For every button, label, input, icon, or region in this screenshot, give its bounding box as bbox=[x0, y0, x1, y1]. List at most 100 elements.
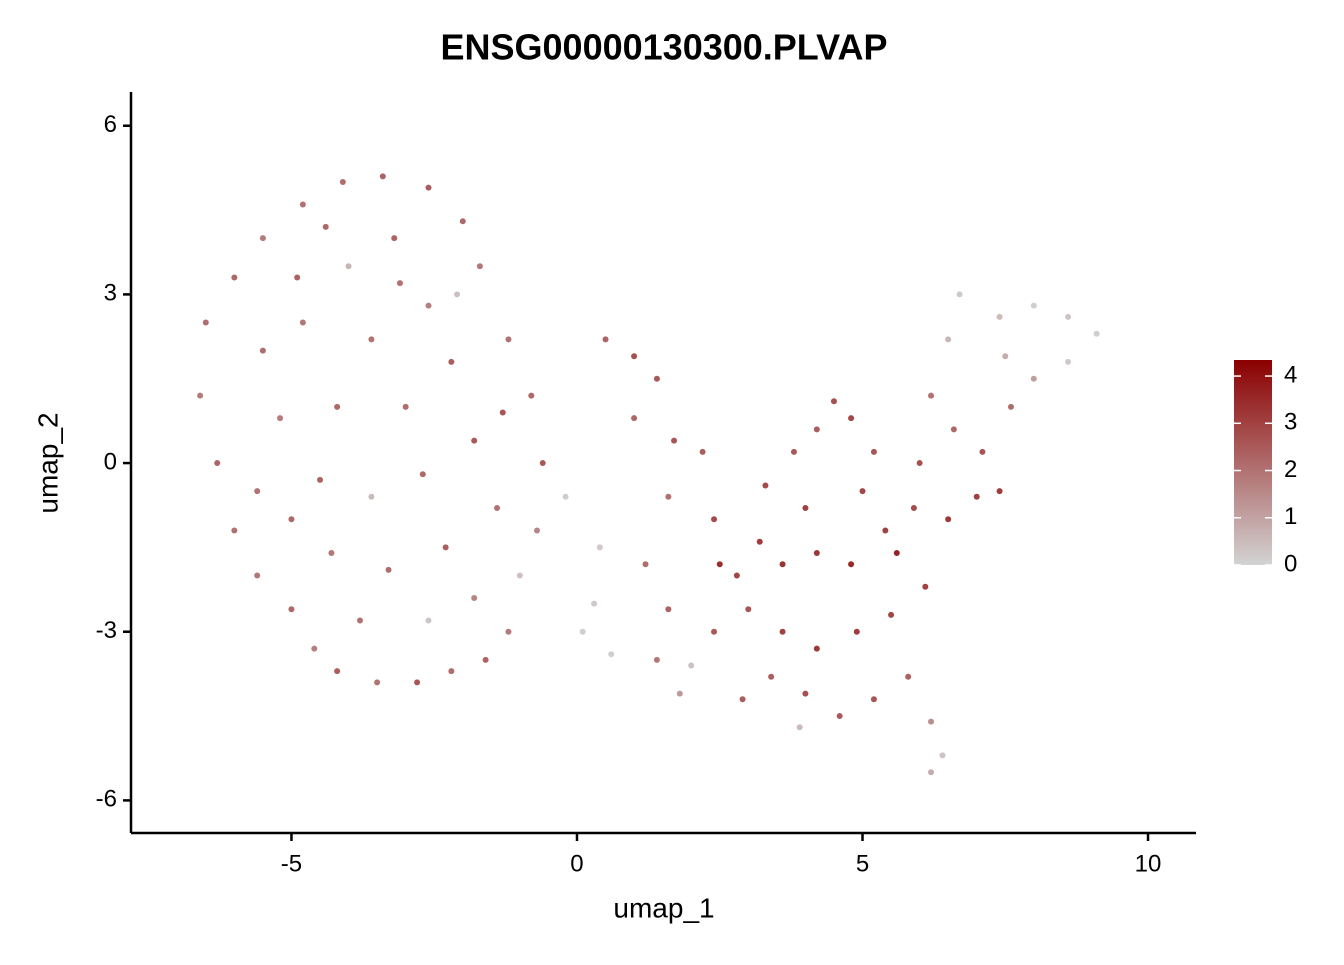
point bbox=[768, 673, 775, 680]
point bbox=[419, 471, 426, 478]
x-tick-label: 10 bbox=[1135, 850, 1162, 877]
point bbox=[579, 628, 586, 635]
point bbox=[356, 617, 363, 624]
point bbox=[745, 606, 752, 613]
y-tick-label: -6 bbox=[96, 786, 117, 813]
point bbox=[322, 223, 329, 230]
point bbox=[1065, 313, 1072, 320]
point bbox=[779, 628, 786, 635]
colorbar-tick-label: 1 bbox=[1284, 503, 1297, 530]
y-tick-label: 0 bbox=[104, 448, 117, 475]
point bbox=[231, 274, 238, 281]
point bbox=[482, 656, 489, 663]
point bbox=[928, 392, 935, 399]
point bbox=[945, 516, 952, 523]
point bbox=[762, 482, 769, 489]
point bbox=[328, 550, 335, 557]
point bbox=[494, 505, 501, 512]
x-tick-label: 0 bbox=[570, 850, 583, 877]
point bbox=[922, 583, 929, 590]
point bbox=[448, 358, 455, 365]
point bbox=[334, 668, 341, 675]
point bbox=[516, 572, 523, 579]
point bbox=[711, 516, 718, 523]
point bbox=[739, 696, 746, 703]
point bbox=[1065, 358, 1072, 365]
point bbox=[1030, 302, 1037, 309]
point bbox=[505, 336, 512, 343]
point bbox=[299, 201, 306, 208]
point bbox=[476, 263, 483, 270]
point bbox=[334, 403, 341, 410]
point bbox=[379, 173, 386, 180]
point bbox=[414, 679, 421, 686]
point bbox=[442, 544, 449, 551]
point bbox=[945, 336, 952, 343]
point bbox=[790, 448, 797, 455]
point bbox=[299, 319, 306, 326]
point bbox=[928, 718, 935, 725]
point bbox=[813, 645, 820, 652]
chart-title: ENSG00000130300.PLVAP bbox=[441, 27, 888, 68]
colorbar-tick-label: 0 bbox=[1284, 550, 1297, 577]
point bbox=[916, 460, 923, 467]
point bbox=[870, 696, 877, 703]
point bbox=[471, 594, 478, 601]
point bbox=[950, 426, 957, 433]
point bbox=[288, 516, 295, 523]
point bbox=[631, 415, 638, 422]
point bbox=[888, 611, 895, 618]
x-tick-label: -5 bbox=[281, 850, 302, 877]
point bbox=[374, 679, 381, 686]
y-tick-label: 6 bbox=[104, 111, 117, 138]
point bbox=[848, 561, 855, 568]
point bbox=[882, 527, 889, 534]
point bbox=[1030, 375, 1037, 382]
colorbar-tick-label: 3 bbox=[1284, 409, 1297, 436]
point bbox=[259, 347, 266, 354]
point bbox=[853, 628, 860, 635]
colorbar-tick-label: 4 bbox=[1284, 361, 1297, 388]
y-tick-label: 3 bbox=[104, 280, 117, 307]
point bbox=[711, 628, 718, 635]
point bbox=[642, 561, 649, 568]
point bbox=[539, 460, 546, 467]
point bbox=[339, 178, 346, 185]
point bbox=[756, 538, 763, 545]
point bbox=[259, 235, 266, 242]
point bbox=[676, 690, 683, 697]
point bbox=[979, 448, 986, 455]
point bbox=[653, 656, 660, 663]
point bbox=[996, 488, 1003, 495]
point bbox=[396, 280, 403, 287]
point bbox=[813, 426, 820, 433]
point bbox=[802, 690, 809, 697]
point bbox=[665, 606, 672, 613]
point bbox=[288, 606, 295, 613]
point bbox=[631, 353, 638, 360]
point bbox=[665, 493, 672, 500]
point bbox=[499, 409, 506, 416]
point bbox=[688, 662, 695, 669]
point bbox=[591, 600, 598, 607]
point bbox=[345, 263, 352, 270]
point bbox=[402, 403, 409, 410]
point bbox=[254, 488, 261, 495]
point bbox=[448, 668, 455, 675]
point bbox=[956, 291, 963, 298]
point bbox=[528, 392, 535, 399]
point bbox=[534, 527, 541, 534]
point bbox=[939, 752, 946, 759]
point bbox=[231, 527, 238, 534]
point bbox=[1007, 403, 1014, 410]
point bbox=[671, 437, 678, 444]
point bbox=[317, 476, 324, 483]
point bbox=[254, 572, 261, 579]
point bbox=[653, 375, 660, 382]
point bbox=[425, 184, 432, 191]
point bbox=[813, 550, 820, 557]
point bbox=[197, 392, 204, 399]
point bbox=[385, 566, 392, 573]
point bbox=[368, 493, 375, 500]
point bbox=[779, 561, 786, 568]
